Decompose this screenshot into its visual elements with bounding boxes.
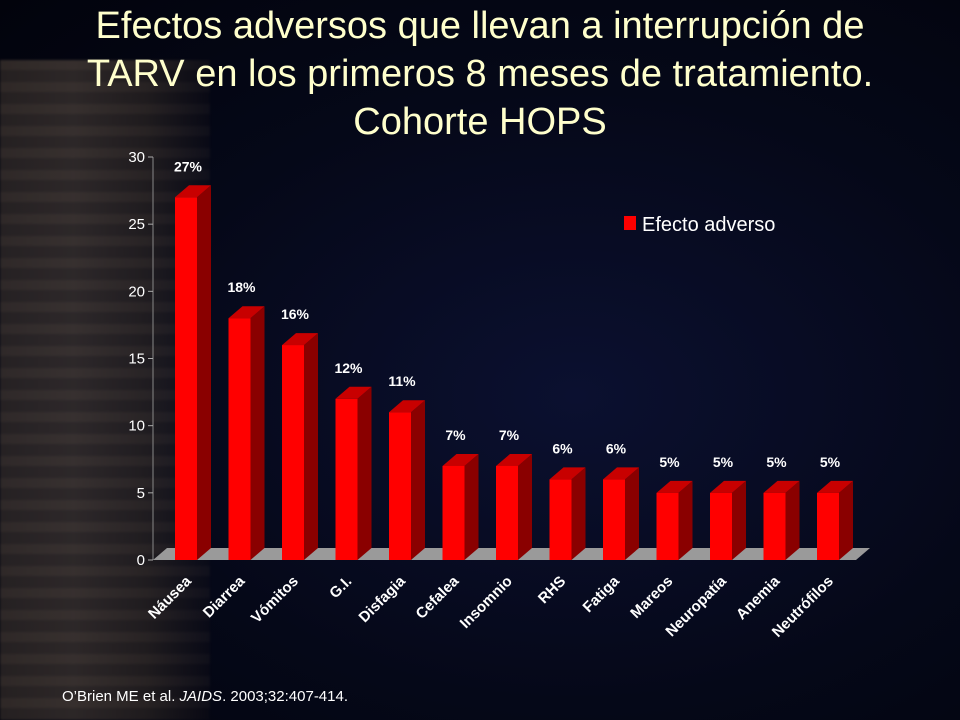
- data-label: 7%: [445, 427, 466, 443]
- data-label: 12%: [334, 360, 363, 376]
- title-line-1: Efectos adversos que llevan a interrupci…: [95, 5, 865, 47]
- data-label: 5%: [659, 454, 680, 470]
- bar: [549, 479, 572, 560]
- category-label: RHS: [535, 573, 569, 607]
- bar-top: [442, 453, 479, 466]
- category-label: Fatiga: [580, 572, 624, 616]
- bar-side: [250, 306, 265, 560]
- bar-side: [678, 480, 693, 560]
- bar: [710, 492, 732, 560]
- y-tick-label: 10: [128, 418, 145, 435]
- bar: [282, 345, 304, 560]
- category-label: Disfagia: [356, 572, 410, 626]
- category-label: Vómitos: [248, 573, 302, 627]
- citation-details: . 2003;32:407-414.: [222, 688, 349, 705]
- slide-title: Efectos adversos que llevan a interrupci…: [0, 2, 960, 146]
- bar-side: [625, 467, 639, 560]
- bar-top: [549, 467, 586, 480]
- citation: O’Brien ME et al. JAIDS. 2003;32:407-414…: [62, 688, 348, 705]
- data-label: 6%: [552, 440, 573, 456]
- bar: [389, 412, 411, 560]
- bar: [175, 197, 197, 561]
- bar: [496, 465, 518, 560]
- data-label: 5%: [713, 454, 734, 470]
- bar-side: [357, 386, 372, 560]
- citation-journal: JAIDS: [179, 688, 223, 705]
- y-tick-label: 30: [128, 149, 145, 166]
- bar: [228, 318, 251, 560]
- bar-side: [464, 453, 479, 560]
- bar: [335, 398, 358, 560]
- bar: [817, 492, 839, 560]
- bar-side: [732, 480, 746, 560]
- y-tick-label: 0: [137, 552, 145, 569]
- bar-top: [603, 467, 639, 480]
- bar: [656, 492, 679, 560]
- bar: [603, 479, 625, 560]
- category-label: G.I.: [326, 573, 355, 602]
- bar-top: [175, 185, 211, 198]
- bar-side: [518, 453, 532, 560]
- bar-top: [335, 386, 372, 399]
- y-tick-label: 25: [128, 216, 145, 233]
- bar-top: [763, 480, 800, 493]
- data-label: 6%: [606, 440, 627, 456]
- title-line-3: Cohorte HOPS: [353, 101, 607, 143]
- legend-label: Efecto adverso: [642, 214, 775, 236]
- title-line-2: TARV en los primeros 8 meses de tratamie…: [86, 53, 874, 95]
- bar-top: [282, 333, 318, 346]
- category-label: Anemia: [733, 572, 784, 623]
- bar-side: [785, 480, 800, 560]
- category-label: Náusea: [145, 572, 195, 622]
- data-label: 18%: [227, 279, 256, 295]
- data-label: 5%: [820, 454, 841, 470]
- bar-side: [571, 467, 586, 560]
- bar-side: [197, 185, 211, 561]
- bar-top: [656, 480, 693, 493]
- data-label: 5%: [766, 454, 787, 470]
- y-tick-label: 5: [137, 485, 145, 502]
- data-label: 7%: [499, 427, 520, 443]
- y-tick-label: 20: [128, 283, 145, 300]
- y-tick-label: 15: [128, 351, 145, 368]
- bar-top: [228, 306, 265, 319]
- bar-top: [710, 480, 746, 493]
- bar: [763, 492, 786, 560]
- data-label: 16%: [281, 306, 310, 322]
- data-label: 11%: [388, 373, 416, 389]
- bar-side: [304, 333, 318, 560]
- category-label: Diarrea: [200, 572, 249, 621]
- bar-top: [389, 400, 425, 413]
- bar: [442, 465, 465, 560]
- citation-authors: O’Brien ME et al.: [62, 688, 180, 705]
- data-label: 27%: [174, 158, 203, 174]
- bar-top: [817, 480, 853, 493]
- bar-side: [411, 400, 425, 560]
- category-label: Mareos: [627, 573, 676, 622]
- bar-top: [496, 453, 532, 466]
- bar-side: [839, 480, 853, 560]
- category-label: Insomnio: [457, 573, 516, 632]
- legend-swatch: [624, 216, 636, 230]
- category-label: Cefalea: [413, 572, 463, 622]
